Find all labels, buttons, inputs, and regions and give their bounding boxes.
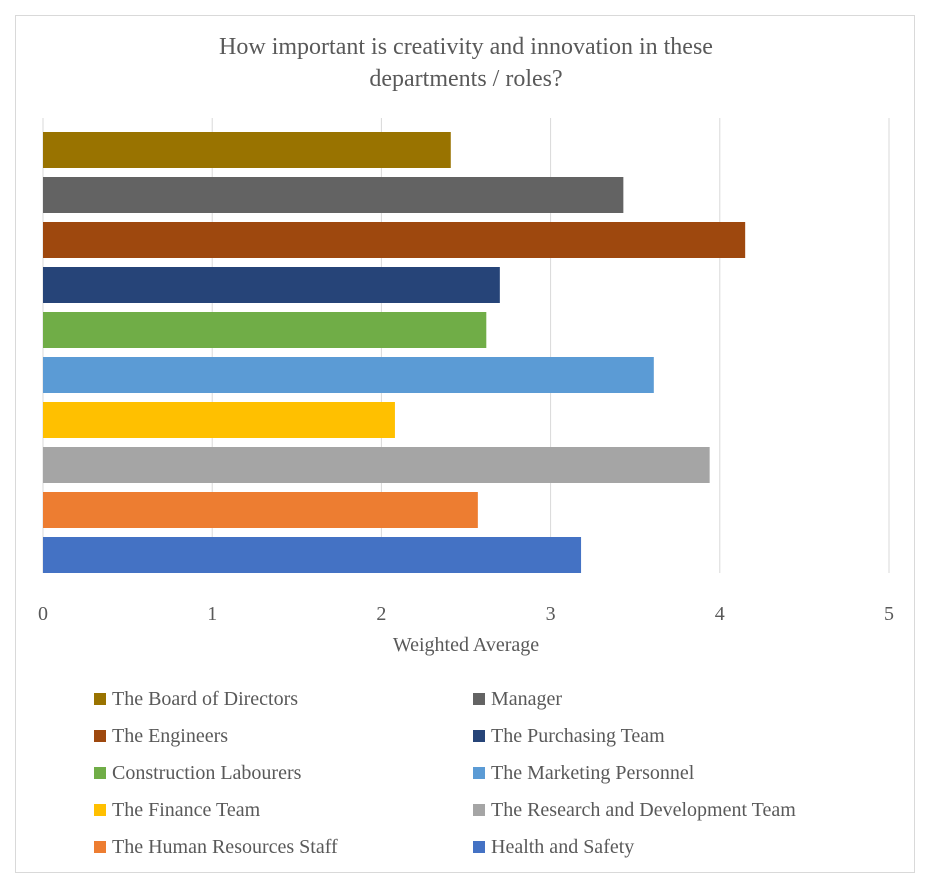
x-tick-label: 0 [38,603,48,625]
bar [43,132,451,168]
bar [43,402,395,438]
x-tick-label: 4 [715,603,725,625]
bar [43,312,487,348]
bar [43,357,654,393]
x-axis-label: Weighted Average [393,634,539,656]
x-tick-label: 5 [884,603,894,625]
bar [43,492,478,528]
x-tick-label: 1 [207,603,217,625]
bar [43,222,746,258]
chart-title: How important is creativity and innovati… [0,31,932,95]
chart-title-line-2: departments / roles? [369,66,563,92]
bar [43,267,500,303]
chart-title-line-1: How important is creativity and innovati… [219,34,713,60]
x-tick-label: 2 [376,603,386,625]
bar [43,177,624,213]
x-tick-label: 3 [546,603,556,625]
bar [43,537,582,573]
bar [43,447,710,483]
